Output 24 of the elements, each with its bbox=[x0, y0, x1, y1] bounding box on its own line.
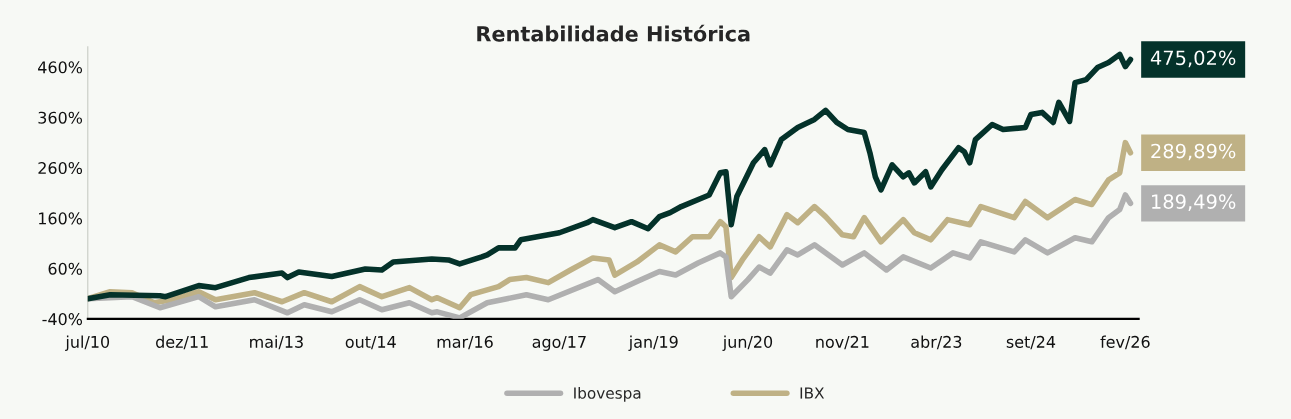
legend-label: IBX bbox=[800, 387, 825, 399]
legend-label: Ibovespa bbox=[574, 387, 641, 402]
y-tick-label: -40% bbox=[42, 313, 83, 326]
y-tick-label: 460% bbox=[38, 61, 83, 74]
data-label: 189,49% bbox=[1152, 194, 1236, 211]
x-tick-label: abr/23 bbox=[911, 335, 962, 350]
x-tick-label: mar/16 bbox=[437, 335, 493, 350]
x-tick-label: dez/11 bbox=[156, 335, 208, 350]
x-tick-label: out/14 bbox=[345, 336, 396, 350]
data-label: 475,02% bbox=[1150, 50, 1236, 68]
x-tick-label: fev/26 bbox=[1100, 335, 1150, 350]
y-tick-label: 360% bbox=[38, 111, 83, 124]
data-label: 289,89% bbox=[1151, 143, 1236, 161]
x-tick-label: mai/13 bbox=[250, 335, 303, 350]
x-tick-label: nov/21 bbox=[816, 335, 869, 350]
x-tick-label: ago/17 bbox=[532, 336, 586, 351]
y-tick-label: 60% bbox=[48, 262, 83, 275]
x-tick-label: jun/20 bbox=[722, 335, 773, 351]
y-tick-label: 260% bbox=[38, 162, 83, 175]
y-tick-label: 160% bbox=[39, 212, 83, 225]
x-tick-label: jan/19 bbox=[628, 335, 678, 351]
x-tick-label: set/24 bbox=[1006, 335, 1056, 350]
x-tick-label: jul/10 bbox=[65, 335, 110, 351]
chart-title: Rentabilidade Histórica bbox=[477, 24, 750, 42]
